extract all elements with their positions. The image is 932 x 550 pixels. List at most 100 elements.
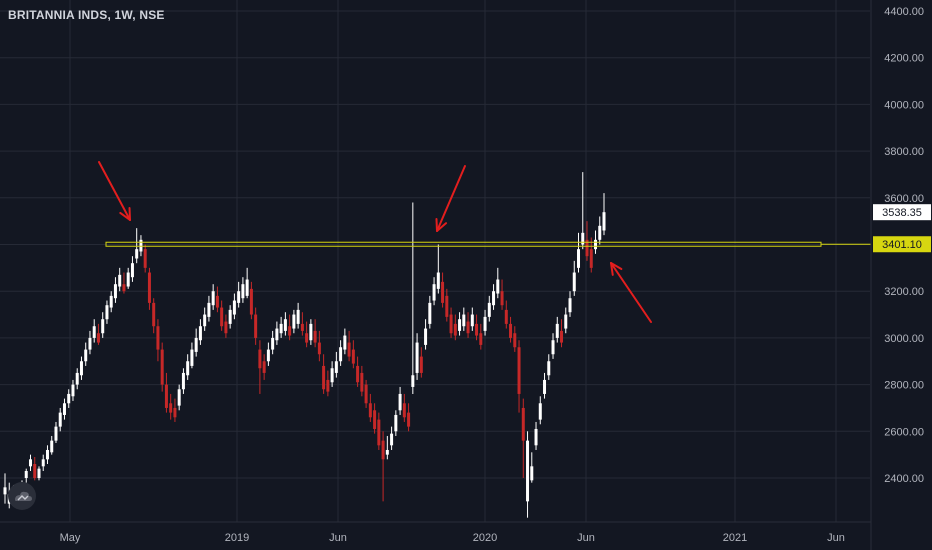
candle-body[interactable] (135, 249, 139, 259)
candle-body[interactable] (360, 372, 364, 392)
candle-body[interactable] (504, 309, 508, 324)
candle-body[interactable] (521, 407, 525, 441)
candle-body[interactable] (37, 468, 41, 478)
candle-body[interactable] (139, 239, 143, 252)
candle-body[interactable] (101, 319, 105, 334)
candle-body[interactable] (143, 249, 147, 268)
candle-body[interactable] (313, 330, 317, 343)
candle-body[interactable] (509, 323, 513, 338)
candle-body[interactable] (305, 333, 309, 343)
candle-body[interactable] (351, 349, 355, 364)
candle-body[interactable] (122, 284, 126, 292)
candle-body[interactable] (164, 384, 168, 408)
candle-body[interactable] (589, 249, 593, 268)
candle-body[interactable] (598, 225, 602, 240)
candle-body[interactable] (79, 361, 83, 376)
candle-body[interactable] (169, 403, 173, 413)
annotation-arrow-3[interactable] (610, 262, 652, 323)
candle-body[interactable] (441, 281, 445, 303)
candle-body[interactable] (364, 384, 368, 404)
candle-body[interactable] (424, 328, 428, 345)
candle-body[interactable] (343, 335, 347, 350)
candle-body[interactable] (232, 300, 236, 315)
candle-body[interactable] (279, 323, 283, 334)
candle-body[interactable] (3, 487, 7, 495)
candle-body[interactable] (198, 326, 202, 341)
candle-body[interactable] (526, 440, 530, 502)
candle-body[interactable] (398, 393, 402, 411)
candle-body[interactable] (530, 466, 534, 481)
candle-body[interactable] (334, 361, 338, 373)
candle-body[interactable] (237, 291, 241, 303)
candle-body[interactable] (45, 449, 49, 460)
candle-body[interactable] (551, 340, 555, 355)
candle-body[interactable] (118, 274, 122, 287)
candle-body[interactable] (224, 321, 228, 334)
candle-body[interactable] (479, 333, 483, 345)
candle-body[interactable] (58, 412, 62, 427)
candle-body[interactable] (147, 272, 151, 303)
candle-body[interactable] (462, 314, 466, 327)
candle-body[interactable] (271, 337, 275, 350)
candle-body[interactable] (594, 239, 598, 250)
candle-body[interactable] (381, 440, 385, 460)
candle-body[interactable] (347, 342, 351, 357)
candle-body[interactable] (262, 361, 266, 373)
candle-body[interactable] (105, 305, 109, 320)
candle-body[interactable] (428, 302, 432, 324)
candle-body[interactable] (538, 403, 542, 420)
candle-body[interactable] (377, 419, 381, 446)
candle-body[interactable] (513, 333, 517, 348)
candle-body[interactable] (296, 309, 300, 324)
annotation-arrow-2[interactable] (436, 165, 466, 232)
candle-body[interactable] (50, 440, 54, 453)
candle-body[interactable] (517, 347, 521, 394)
candle-body[interactable] (419, 356, 423, 373)
candle-body[interactable] (309, 323, 313, 341)
candle-body[interactable] (194, 337, 198, 352)
candle-body[interactable] (534, 428, 538, 446)
candle-body[interactable] (186, 361, 190, 376)
candle-body[interactable] (215, 295, 219, 308)
candle-body[interactable] (245, 279, 249, 296)
candle-body[interactable] (326, 379, 330, 392)
candle-body[interactable] (211, 291, 215, 306)
candle-body[interactable] (445, 295, 449, 317)
annotation-arrow-1[interactable] (98, 161, 131, 221)
candle-body[interactable] (568, 298, 572, 313)
candle-body[interactable] (368, 403, 372, 418)
candle-body[interactable] (92, 326, 96, 338)
candle-body[interactable] (190, 349, 194, 366)
candle-body[interactable] (407, 412, 411, 427)
candle-body[interactable] (475, 323, 479, 336)
candle-body[interactable] (181, 372, 185, 390)
candle-body[interactable] (152, 302, 156, 327)
candle-body[interactable] (300, 323, 304, 331)
candle-body[interactable] (71, 384, 75, 397)
candle-body[interactable] (470, 314, 474, 327)
candle-body[interactable] (466, 321, 470, 334)
candle-body[interactable] (28, 459, 32, 467)
candle-body[interactable] (385, 449, 389, 455)
candle-body[interactable] (390, 433, 394, 446)
candle-body[interactable] (487, 302, 491, 317)
candle-body[interactable] (266, 349, 270, 362)
candle-body[interactable] (449, 314, 453, 334)
candle-body[interactable] (207, 302, 211, 317)
candle-body[interactable] (496, 279, 500, 294)
candle-body[interactable] (432, 284, 436, 301)
candle-body[interactable] (330, 368, 334, 383)
candle-body[interactable] (62, 403, 66, 415)
candle-body[interactable] (283, 319, 287, 331)
candle-body[interactable] (113, 284, 117, 299)
candle-body[interactable] (33, 463, 37, 478)
candle-body[interactable] (339, 347, 343, 362)
candle-body[interactable] (254, 314, 258, 338)
candle-body[interactable] (177, 389, 181, 406)
candle-body[interactable] (67, 393, 71, 404)
candle-body[interactable] (258, 349, 262, 369)
candle-body[interactable] (24, 470, 28, 478)
candle-body[interactable] (577, 249, 581, 268)
candle-body[interactable] (54, 426, 58, 441)
